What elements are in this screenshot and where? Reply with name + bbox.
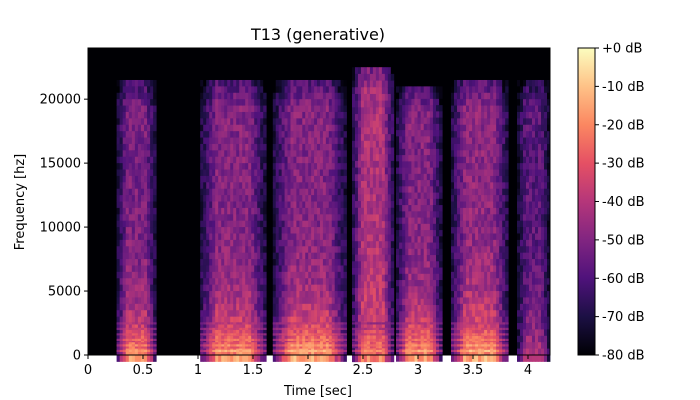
speech-segment [352,67,395,363]
colorbar [577,47,596,356]
y-axis-label: Frequency [hz] [13,154,28,251]
colorbar-tick-label: -20 dB [602,118,645,133]
x-tick-label: 3.5 [463,363,484,378]
speech-segment [396,86,443,362]
colorbar-tick-label: -80 dB [602,349,645,364]
y-tick-label: 10000 [40,221,81,236]
x-tick-label: 2.5 [353,363,374,378]
y-tick-label: 20000 [40,93,81,108]
x-tick-label: 4 [524,363,532,378]
spectrogram-image [116,67,551,363]
x-tick-label: 3 [414,363,422,378]
y-axis: 0 5000 10000 15000 20000 [40,93,88,364]
y-tick-label: 15000 [40,157,81,172]
colorbar-tick-label: -60 dB [602,272,645,287]
x-axis-label: Time [sec] [283,384,352,399]
plot-frame [87,47,551,356]
colorbar-tick-label: -30 dB [602,157,645,172]
colorbar-tick-label: +0 dB [602,42,642,57]
y-tick-label: 0 [73,349,81,364]
x-tick-label: 0.5 [133,363,154,378]
colorbar-tick-label: -40 dB [602,195,645,210]
x-tick-label: 0 [84,363,92,378]
x-tick-label: 1 [194,363,202,378]
y-tick-label: 5000 [48,285,81,300]
x-tick-label: 2 [304,363,312,378]
x-tick-label: 1.5 [243,363,264,378]
speech-segment [451,79,509,362]
speech-segment [200,79,267,362]
colorbar-axis: +0 dB -10 dB -20 dB -30 dB -40 dB -50 dB -60 d… [595,42,645,364]
speech-segment [116,79,157,362]
colorbar-tick-label: -50 dB [602,233,645,248]
x-axis: 0 0.5 1 1.5 2 2.5 3 3.5 4 [84,355,532,378]
colorbar-tick-label: -10 dB [602,80,645,95]
speech-segment [517,79,551,362]
chart-title: T13 (generative) [250,25,385,44]
colorbar-tick-label: -70 dB [602,310,645,325]
speech-segment [272,79,347,362]
